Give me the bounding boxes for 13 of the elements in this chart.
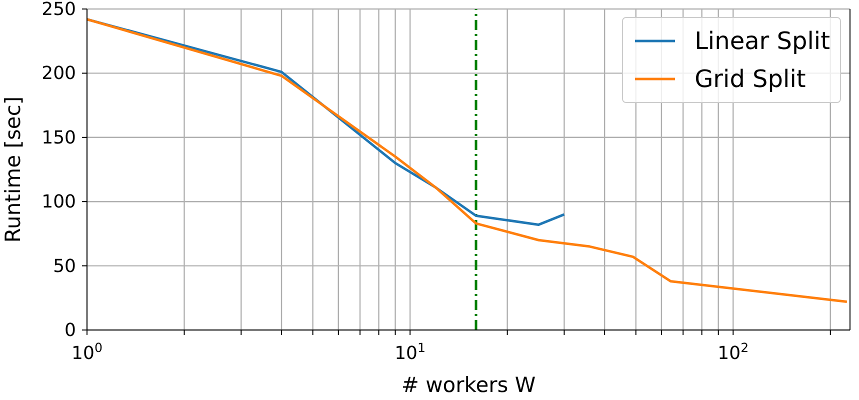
y-tick-label: 200 <box>42 63 76 84</box>
y-tick-label: 150 <box>42 127 76 148</box>
x-axis-title: # workers W <box>401 373 536 397</box>
y-tick-label: 250 <box>42 0 76 20</box>
x-tick-label: 10$^{0}$ <box>72 340 102 364</box>
x-tick-label: 10$^{2}$ <box>718 340 749 364</box>
y-tick-label: 0 <box>64 320 76 341</box>
x-tick-label: 10$^{1}$ <box>394 340 426 364</box>
legend-label: Linear Split <box>694 27 830 55</box>
legend-label: Grid Split <box>694 65 806 93</box>
y-tick-label: 50 <box>53 256 76 277</box>
y-axis-title: Runtime [sec] <box>1 96 25 243</box>
y-tick-label: 100 <box>42 192 76 213</box>
